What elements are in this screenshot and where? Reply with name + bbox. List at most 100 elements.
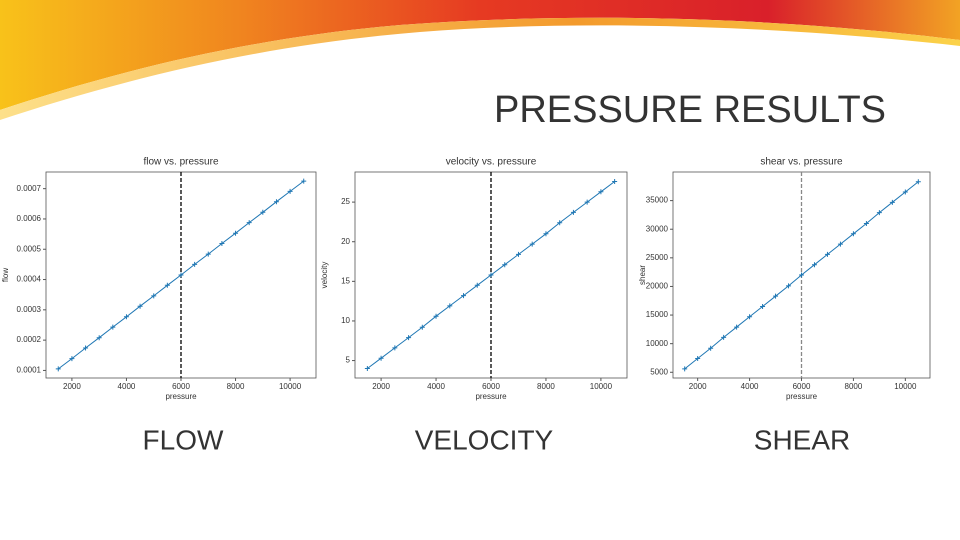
marker xyxy=(233,230,239,236)
marker xyxy=(287,188,293,194)
marker xyxy=(364,365,370,371)
caption: FLOW xyxy=(143,424,224,455)
marker xyxy=(406,335,412,341)
y-tick-label: 35000 xyxy=(646,196,669,205)
y-tick-label: 0.0001 xyxy=(17,366,42,375)
x-tick-label: 8000 xyxy=(537,382,555,391)
x-tick-label: 2000 xyxy=(372,382,390,391)
marker xyxy=(110,324,116,330)
x-tick-label: 10000 xyxy=(279,382,302,391)
marker xyxy=(260,209,266,215)
marker xyxy=(419,324,425,330)
x-tick-label: 6000 xyxy=(172,382,190,391)
y-tick-label: 10 xyxy=(341,316,350,325)
chart-title: shear vs. pressure xyxy=(760,157,843,168)
marker xyxy=(164,282,170,288)
marker xyxy=(529,241,535,247)
x-tick-label: 6000 xyxy=(793,382,811,391)
marker xyxy=(55,366,61,372)
chart-title: velocity vs. pressure xyxy=(446,157,537,168)
marker xyxy=(721,334,727,340)
y-tick-label: 0.0006 xyxy=(17,214,42,223)
marker xyxy=(392,345,398,351)
marker xyxy=(786,283,792,289)
marker xyxy=(695,356,701,362)
marker xyxy=(747,314,753,320)
y-tick-label: 5 xyxy=(346,356,351,365)
x-axis-label: pressure xyxy=(165,392,197,401)
y-axis-label: shear xyxy=(638,265,647,285)
marker xyxy=(461,293,467,299)
marker xyxy=(488,272,494,278)
caption: SHEAR xyxy=(754,424,850,455)
marker xyxy=(433,313,439,319)
marker xyxy=(570,209,576,215)
y-axis-label: flow xyxy=(1,268,10,282)
x-axis-label: pressure xyxy=(786,392,818,401)
x-tick-label: 10000 xyxy=(590,382,613,391)
x-tick-label: 4000 xyxy=(741,382,759,391)
marker xyxy=(824,251,830,257)
header-swoosh xyxy=(0,0,960,110)
x-tick-label: 8000 xyxy=(845,382,863,391)
y-axis-label: velocity xyxy=(320,262,329,289)
y-tick-label: 20000 xyxy=(646,282,669,291)
marker xyxy=(246,220,252,226)
marker xyxy=(502,262,508,268)
x-axis-label: pressure xyxy=(475,392,507,401)
x-tick-label: 4000 xyxy=(427,382,445,391)
x-tick-label: 8000 xyxy=(227,382,245,391)
marker xyxy=(137,303,143,309)
x-tick-label: 2000 xyxy=(689,382,707,391)
y-tick-label: 15 xyxy=(341,276,350,285)
caption: VELOCITY xyxy=(415,424,554,455)
marker xyxy=(837,241,843,247)
y-tick-label: 0.0007 xyxy=(17,184,42,193)
marker xyxy=(83,345,89,351)
marker xyxy=(219,240,225,246)
marker xyxy=(378,355,384,361)
marker xyxy=(612,179,618,185)
marker xyxy=(734,324,740,330)
x-tick-label: 2000 xyxy=(63,382,81,391)
y-tick-label: 0.0002 xyxy=(17,335,42,344)
marker xyxy=(863,221,869,226)
slide-title: PRESSURE RESULTS xyxy=(494,89,886,131)
marker xyxy=(557,220,563,226)
x-tick-label: 6000 xyxy=(482,382,500,391)
marker xyxy=(799,272,804,278)
marker xyxy=(902,189,908,195)
marker xyxy=(301,178,307,184)
marker xyxy=(543,231,549,237)
chart-title: flow vs. pressure xyxy=(143,157,218,168)
marker xyxy=(69,356,75,362)
y-tick-label: 10000 xyxy=(646,339,669,348)
y-tick-label: 5000 xyxy=(650,367,668,376)
y-tick-label: 0.0004 xyxy=(17,275,42,284)
y-tick-label: 25 xyxy=(341,197,350,206)
marker xyxy=(474,282,480,288)
x-tick-label: 10000 xyxy=(894,382,917,391)
marker xyxy=(447,303,453,309)
marker xyxy=(178,272,184,278)
marker xyxy=(96,335,102,341)
marker xyxy=(682,366,688,372)
y-tick-label: 0.0005 xyxy=(17,244,42,253)
marker xyxy=(598,189,604,195)
marker xyxy=(205,251,211,257)
marker xyxy=(811,262,817,268)
marker xyxy=(773,293,779,299)
marker xyxy=(850,231,856,237)
marker xyxy=(708,345,714,351)
y-tick-label: 20 xyxy=(341,237,350,246)
marker xyxy=(192,261,198,267)
marker xyxy=(889,199,895,205)
marker xyxy=(876,210,882,216)
y-tick-label: 25000 xyxy=(646,253,669,262)
marker xyxy=(273,199,279,205)
marker xyxy=(915,179,921,185)
marker xyxy=(584,199,590,205)
marker xyxy=(760,303,766,309)
x-tick-label: 4000 xyxy=(118,382,136,391)
